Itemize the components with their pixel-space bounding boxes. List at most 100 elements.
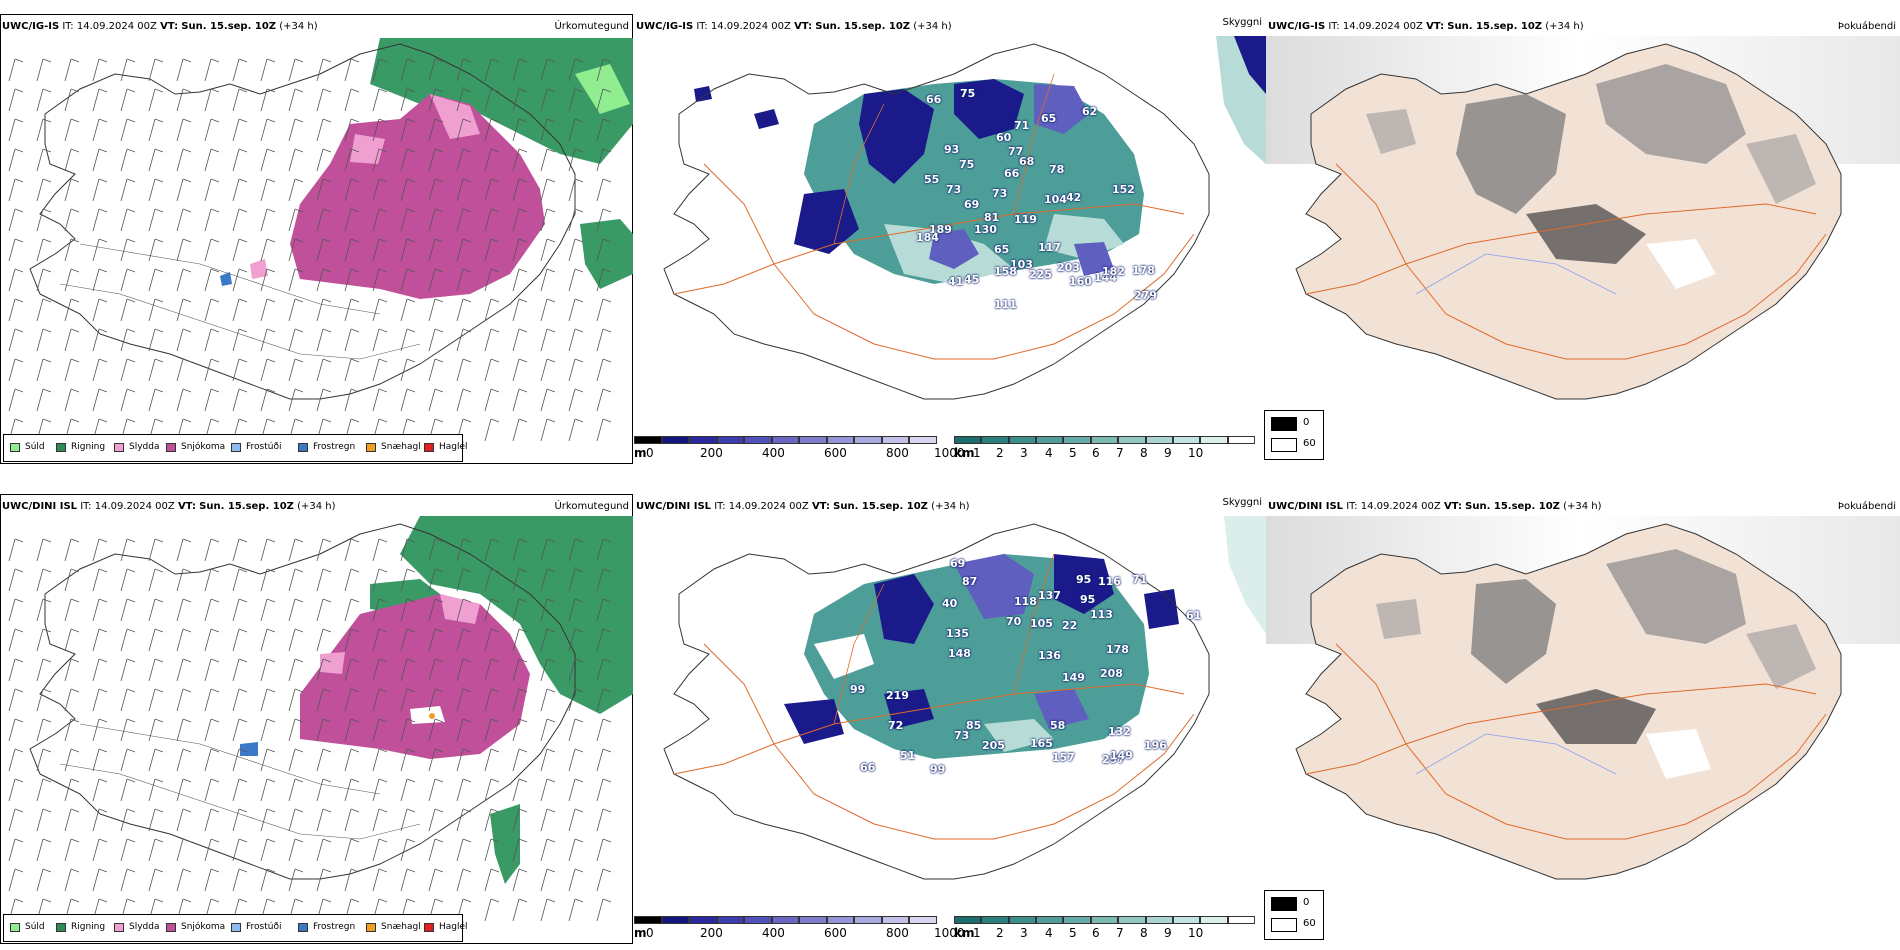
wind-barb bbox=[596, 358, 612, 382]
wind-barb bbox=[400, 568, 416, 592]
wind-barb bbox=[512, 718, 528, 742]
wind-barb bbox=[372, 298, 388, 322]
wind-barb bbox=[288, 328, 304, 352]
wind-barb bbox=[316, 568, 332, 592]
visibility-bar-tick: 7 bbox=[1116, 926, 1124, 940]
fog-legend-ig: 0 60 bbox=[1264, 410, 1324, 460]
ceiling-bar-swatch bbox=[881, 916, 910, 924]
visibility-bar-swatch bbox=[1118, 436, 1146, 444]
ceiling-bar-tick: 1000 bbox=[934, 926, 965, 940]
wind-barb bbox=[64, 838, 80, 862]
wind-barb bbox=[568, 268, 584, 292]
cloud-base-label: 178 bbox=[1106, 643, 1129, 656]
cloud-base-label: 87 bbox=[962, 575, 978, 588]
legend-swatch bbox=[10, 922, 20, 932]
wind-barb bbox=[568, 838, 584, 862]
cloud-base-label: 184 bbox=[916, 231, 939, 244]
wind-barb bbox=[344, 88, 360, 112]
visibility-bar-swatch bbox=[1090, 436, 1119, 444]
wind-barb bbox=[120, 748, 136, 772]
ceiling-bar-swatch bbox=[689, 916, 717, 924]
fog-swatch-low bbox=[1271, 918, 1297, 932]
wind-barb bbox=[176, 88, 192, 112]
cloud-base-label: 219 bbox=[886, 689, 909, 702]
wind-barb bbox=[92, 838, 108, 862]
wind-barb bbox=[372, 658, 388, 682]
wind-barb bbox=[540, 598, 556, 622]
cloud-base-label: 40 bbox=[942, 597, 958, 610]
visibility-bar-swatch bbox=[954, 916, 982, 924]
wind-barb bbox=[260, 628, 276, 652]
wind-barb bbox=[316, 808, 332, 832]
wind-barb bbox=[64, 388, 80, 412]
wind-barb bbox=[428, 358, 444, 382]
wind-barb bbox=[8, 868, 24, 892]
wind-barb bbox=[204, 58, 220, 82]
visibility-bar-swatch bbox=[1063, 436, 1091, 444]
wind-barb bbox=[120, 238, 136, 262]
wind-barb bbox=[456, 268, 472, 292]
cloud-base-label: 149 bbox=[1110, 749, 1133, 762]
wind-barb bbox=[540, 268, 556, 292]
legend-swatch bbox=[366, 442, 376, 452]
cloud-title: Skyggni bbox=[1222, 497, 1262, 508]
legend-swatch bbox=[166, 922, 176, 932]
wind-barb bbox=[540, 658, 556, 682]
wind-barb bbox=[288, 178, 304, 202]
wind-barb bbox=[596, 148, 612, 172]
wind-barb bbox=[484, 778, 500, 802]
wind-barb bbox=[428, 808, 444, 832]
wind-barb bbox=[204, 748, 220, 772]
wind-barb bbox=[120, 328, 136, 352]
wind-barb bbox=[148, 298, 164, 322]
wind-barb bbox=[92, 808, 108, 832]
wind-barb bbox=[148, 868, 164, 892]
wind-barb bbox=[64, 118, 80, 142]
wind-barb bbox=[456, 358, 472, 382]
visibility-bar-tick: 6 bbox=[1092, 926, 1100, 940]
wind-barb bbox=[260, 388, 276, 412]
wind-barb bbox=[484, 238, 500, 262]
wind-barb bbox=[596, 238, 612, 262]
wind-barb bbox=[344, 808, 360, 832]
wind-barb bbox=[64, 238, 80, 262]
wind-barb bbox=[372, 178, 388, 202]
wind-barb bbox=[120, 628, 136, 652]
wind-barb bbox=[92, 868, 108, 892]
wind-barb bbox=[316, 238, 332, 262]
cloud-header: UWC/DINI ISL IT: 14.09.2024 00Z VT: Sun.… bbox=[636, 501, 970, 512]
legend-swatch bbox=[231, 922, 241, 932]
wind-barb bbox=[176, 118, 192, 142]
cloud-base-label: 149 bbox=[1062, 671, 1085, 684]
visibility-bar-swatch bbox=[1063, 916, 1091, 924]
wind-barb bbox=[148, 388, 164, 412]
wind-barb bbox=[540, 538, 556, 562]
wind-barb bbox=[120, 88, 136, 112]
wind-barb bbox=[64, 208, 80, 232]
wind-barb bbox=[176, 868, 192, 892]
legend-swatch bbox=[424, 922, 434, 932]
wind-barb bbox=[456, 778, 472, 802]
wind-barb bbox=[484, 88, 500, 112]
wind-barb bbox=[456, 208, 472, 232]
wind-barb bbox=[92, 568, 108, 592]
wind-barb bbox=[596, 178, 612, 202]
wind-barb bbox=[120, 358, 136, 382]
wind-barb bbox=[232, 268, 248, 292]
wind-barb bbox=[176, 358, 192, 382]
ceiling-bar-swatch bbox=[689, 436, 717, 444]
wind-barb bbox=[148, 328, 164, 352]
wind-barb bbox=[428, 118, 444, 142]
wind-barb bbox=[456, 118, 472, 142]
wind-barb bbox=[288, 688, 304, 712]
cloud-base-label: 105 bbox=[1030, 617, 1053, 630]
legend-item: Snjókoma bbox=[166, 922, 225, 932]
wind-barb bbox=[176, 658, 192, 682]
ceiling-bar-tick: 400 bbox=[762, 446, 785, 460]
wind-barb bbox=[120, 118, 136, 142]
fog-swatch-low bbox=[1271, 438, 1297, 452]
legend-item: Rigning bbox=[56, 922, 105, 932]
wind-barb bbox=[120, 538, 136, 562]
wind-barb bbox=[512, 838, 528, 862]
wind-barb bbox=[64, 358, 80, 382]
